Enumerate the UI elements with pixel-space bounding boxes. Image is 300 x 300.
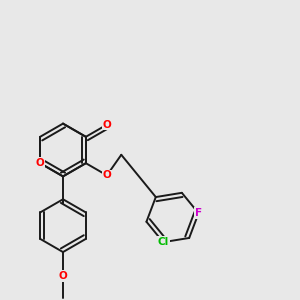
Text: O: O [36, 158, 44, 168]
Text: F: F [195, 208, 202, 218]
Text: O: O [103, 120, 111, 130]
Text: O: O [103, 170, 111, 180]
Text: Cl: Cl [158, 237, 169, 247]
Text: O: O [58, 271, 68, 281]
